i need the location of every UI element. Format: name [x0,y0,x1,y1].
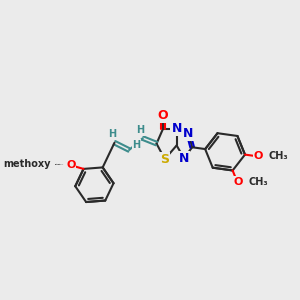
Text: N: N [172,122,182,136]
Text: H: H [108,130,116,140]
Text: O: O [234,177,243,187]
Text: H: H [132,140,140,149]
Text: S: S [160,153,169,166]
Text: N: N [179,152,189,165]
Text: O: O [254,152,263,161]
Text: methoxy: methoxy [58,164,64,165]
Text: H: H [136,125,144,135]
Text: methoxy: methoxy [55,164,61,165]
Text: methoxy: methoxy [55,164,61,165]
Text: N: N [183,127,194,140]
Text: O: O [65,160,74,170]
Text: O: O [158,109,168,122]
Text: methoxy: methoxy [3,159,51,169]
Text: CH₃: CH₃ [248,177,268,187]
Text: O: O [66,160,75,170]
Text: CH₃: CH₃ [268,152,288,161]
